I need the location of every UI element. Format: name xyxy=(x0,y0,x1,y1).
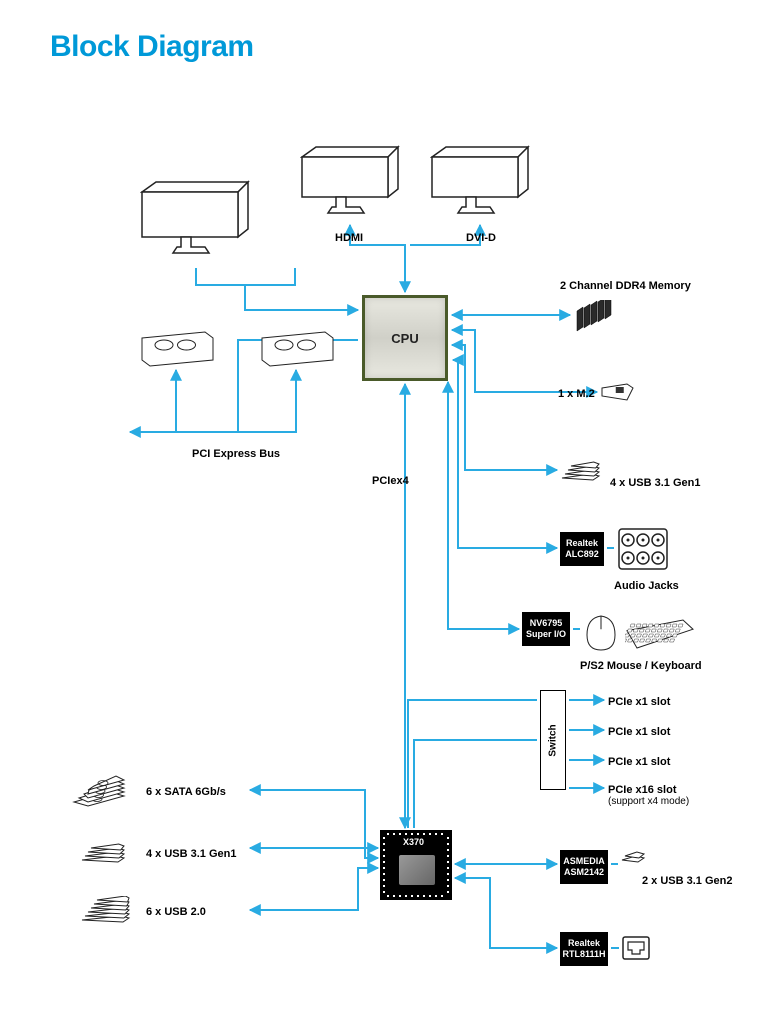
label-sata: 6 x SATA 6Gb/s xyxy=(146,786,226,798)
label-pci_bus: PCI Express Bus xyxy=(192,448,280,460)
label-usb20: 6 x USB 2.0 xyxy=(146,906,206,918)
label-usb31_r: 4 x USB 3.1 Gen1 xyxy=(610,477,701,489)
monitor-icon xyxy=(140,180,250,255)
switch-box: Switch xyxy=(540,690,566,790)
m2-icon xyxy=(600,382,635,402)
page-title: Block Diagram xyxy=(50,30,254,64)
label-pcie_x1_2: PCIe x1 slot xyxy=(608,726,670,738)
label-pcie_x16: PCIe x16 slot xyxy=(608,784,676,796)
switch-label: Switch xyxy=(548,724,559,756)
label-pcie_x1_3: PCIe x1 slot xyxy=(608,756,670,768)
realtek-rtl8111h-chip: RealtekRTL8111H xyxy=(560,932,608,966)
hdd-stack-icon xyxy=(70,768,130,808)
label-hdmi: HDMI xyxy=(335,232,363,244)
asmedia-asm2142-chip: ASMEDIAASM2142 xyxy=(560,850,608,884)
ram-icon xyxy=(575,300,630,335)
monitor-icon xyxy=(300,145,400,215)
realtek-alc892-chip: RealtekALC892 xyxy=(560,532,604,566)
nv6795-superio-chip: NV6795Super I/O xyxy=(522,612,570,646)
usb-sticks-icon xyxy=(620,846,650,866)
x370-label: X370 xyxy=(403,837,424,847)
monitor-icon xyxy=(430,145,530,215)
mouse-icon xyxy=(585,614,617,652)
label-usb31g2: 2 x USB 3.1 Gen2 xyxy=(642,875,733,887)
label-pcie_x1_1: PCIe x1 slot xyxy=(608,696,670,708)
usb-sticks-icon xyxy=(80,838,130,866)
label-pcie_x16b: (support x4 mode) xyxy=(608,796,689,807)
audio-jacks-icon xyxy=(618,528,668,570)
label-m2: 1 x M.2 xyxy=(558,388,595,400)
usb-sticks-icon xyxy=(560,456,605,484)
gpu-card-icon xyxy=(260,330,335,375)
usb-sticks-icon xyxy=(80,896,135,926)
label-audio: Audio Jacks xyxy=(614,580,679,592)
keyboard-icon xyxy=(625,618,695,650)
label-ddr4: 2 Channel DDR4 Memory xyxy=(560,280,691,292)
label-pciex4: PCIex4 xyxy=(372,475,409,487)
cpu-chip: CPU xyxy=(362,295,448,381)
label-dvid: DVI-D xyxy=(466,232,496,244)
cpu-label: CPU xyxy=(391,331,418,346)
gpu-card-icon xyxy=(140,330,215,375)
label-ps2: P/S2 Mouse / Keyboard xyxy=(580,660,702,672)
lan-port-icon xyxy=(622,936,650,960)
label-usb31_l: 4 x USB 3.1 Gen1 xyxy=(146,848,237,860)
x370-chip: X370 xyxy=(380,830,452,900)
